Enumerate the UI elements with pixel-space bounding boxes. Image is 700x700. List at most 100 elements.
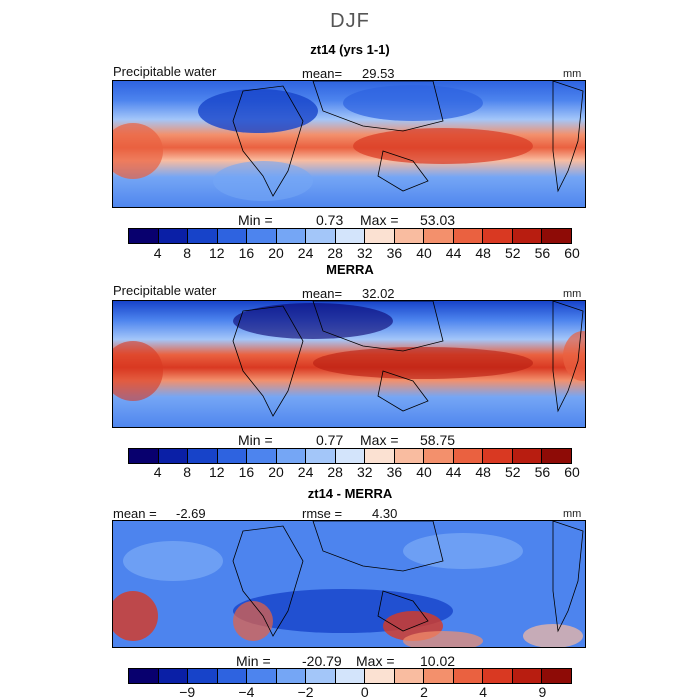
colorbar-swatch — [188, 229, 218, 243]
colorbar-swatch — [453, 669, 484, 683]
colorbar-swatch — [394, 229, 425, 243]
colorbar-swatch — [188, 449, 218, 463]
colorbar-swatch — [158, 669, 189, 683]
colorbar-tick-label: 28 — [327, 464, 343, 480]
colorbar-tick-label: 52 — [505, 464, 521, 480]
panel2-mean-label: mean= — [302, 286, 343, 301]
colorbar-swatch — [483, 229, 513, 243]
colorbar-swatch — [306, 669, 336, 683]
colorbar-swatch — [158, 449, 189, 463]
colorbar-swatch — [129, 229, 159, 243]
colorbar-tick-label: 20 — [268, 245, 284, 261]
colorbar-tick-label: 56 — [534, 245, 551, 261]
colorbar-tick-label: 40 — [416, 245, 432, 261]
colorbar-swatch — [542, 449, 571, 463]
panel3-mean-value: -2.69 — [176, 506, 206, 521]
colorbar-swatch — [335, 229, 366, 243]
colorbar-swatch — [483, 669, 513, 683]
panel3-mean-label: mean = — [113, 506, 157, 521]
colorbar-tick-label: 8 — [183, 245, 192, 261]
colorbar-tick-label: 24 — [297, 245, 314, 261]
colorbar-swatch — [129, 449, 159, 463]
colorbar-swatch — [335, 449, 366, 463]
colorbar-swatch — [365, 229, 395, 243]
colorbar-swatch — [276, 449, 307, 463]
colorbar-tick-label: −4 — [238, 684, 255, 700]
panel2-mean-value: 32.02 — [362, 286, 395, 301]
colorbar-swatch — [335, 669, 366, 683]
panel3-colorbar — [128, 668, 572, 684]
panel2-units: mm — [563, 288, 582, 300]
colorbar-tick-label: 36 — [386, 245, 403, 261]
panel3-max-label: Max = — [356, 653, 395, 669]
colorbar-swatch — [453, 449, 484, 463]
panel3-min-label: Min = — [236, 653, 271, 669]
panel1-variable-label: Precipitable water — [113, 64, 217, 79]
colorbar-tick-label: 32 — [357, 464, 373, 480]
colorbar-tick-label: 12 — [209, 245, 225, 261]
panel2-map — [112, 300, 586, 428]
colorbar-tick-label: 16 — [238, 464, 255, 480]
colorbar-tick-label: 36 — [386, 464, 403, 480]
colorbar-tick-label: 60 — [564, 245, 580, 261]
colorbar-swatch — [424, 449, 454, 463]
colorbar-tick-label: 48 — [475, 464, 491, 480]
panel2-map-svg — [113, 301, 585, 427]
colorbar-tick-label: −2 — [297, 684, 314, 700]
colorbar-swatch — [217, 669, 248, 683]
colorbar-swatch — [424, 669, 454, 683]
colorbar-tick-label: −9 — [179, 684, 196, 700]
colorbar-tick-label: 24 — [297, 464, 314, 480]
panel2-colorbar — [128, 448, 572, 464]
colorbar-tick-label: 60 — [564, 464, 580, 480]
colorbar-tick-label: 52 — [505, 245, 521, 261]
colorbar-tick-label: 40 — [416, 464, 432, 480]
panel1-min-value: 0.73 — [316, 212, 344, 228]
panel2-title: MERRA — [326, 262, 374, 277]
panel2-variable-label: Precipitable water — [113, 283, 217, 298]
colorbar-swatch — [217, 229, 248, 243]
panel3-rmse-label: rmse = — [302, 506, 343, 521]
panel3-title: zt14 - MERRA — [307, 486, 393, 501]
colorbar-tick-label: 48 — [475, 245, 491, 261]
colorbar-tick-label: 44 — [445, 464, 462, 480]
colorbar-swatch — [188, 669, 218, 683]
colorbar-swatch — [158, 229, 189, 243]
panel3-min-value: -20.79 — [302, 653, 342, 669]
panel3-units: mm — [563, 508, 582, 520]
colorbar-tick-label: 4 — [153, 245, 162, 261]
panel2-min-value: 0.77 — [316, 432, 344, 448]
panel1-units: mm — [563, 68, 582, 80]
panel1-mean-label: mean= — [302, 66, 343, 81]
colorbar-swatch — [276, 669, 307, 683]
panel2-max-value: 58.75 — [420, 432, 456, 448]
colorbar-swatch — [217, 449, 248, 463]
colorbar-tick-label: 4 — [479, 684, 488, 700]
panel1-max-value: 53.03 — [420, 212, 456, 228]
season-title: DJF — [330, 10, 370, 32]
panel1-map-svg — [113, 81, 585, 207]
colorbar-tick-label: 12 — [209, 464, 225, 480]
panel1-mean-value: 29.53 — [362, 66, 395, 81]
colorbar-tick-label: 32 — [357, 245, 373, 261]
colorbar-tick-label: 4 — [153, 464, 162, 480]
colorbar-swatch — [512, 449, 543, 463]
colorbar-swatch — [483, 449, 513, 463]
colorbar-swatch — [512, 669, 543, 683]
colorbar-tick-label: 8 — [183, 464, 192, 480]
colorbar-swatch — [247, 669, 277, 683]
colorbar-swatch — [306, 229, 336, 243]
panel3-map-svg — [113, 521, 585, 647]
colorbar-tick-label: 2 — [420, 684, 428, 700]
panel1-colorbar — [128, 228, 572, 244]
colorbar-swatch — [453, 229, 484, 243]
colorbar-swatch — [247, 229, 277, 243]
panel3-max-value: 10.02 — [420, 653, 456, 669]
panel1-map — [112, 80, 586, 208]
panel3-map — [112, 520, 586, 648]
colorbar-tick-label: 9 — [538, 684, 547, 700]
panel2-min-label: Min = — [238, 432, 273, 448]
colorbar-tick-label: 20 — [268, 464, 284, 480]
panel1-max-label: Max = — [360, 212, 399, 228]
colorbar-swatch — [394, 669, 425, 683]
